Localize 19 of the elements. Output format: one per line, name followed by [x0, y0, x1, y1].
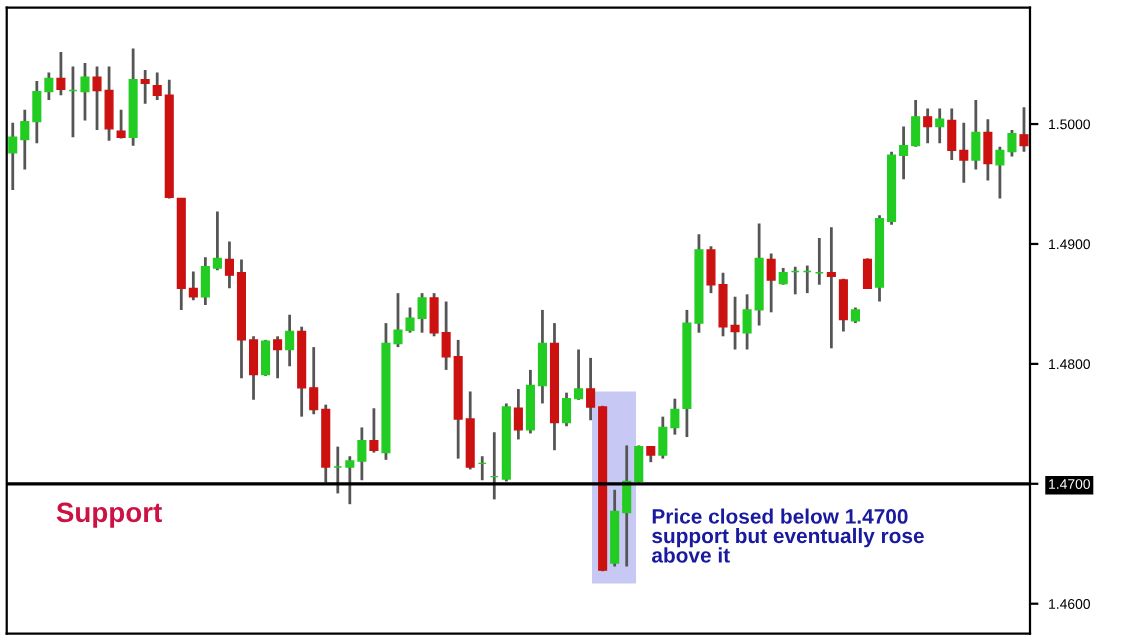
candlestick [285, 313, 295, 368]
candlestick [261, 338, 271, 378]
candlestick [513, 387, 523, 441]
candlestick [862, 256, 873, 290]
candlestick [56, 50, 66, 97]
candlestick [369, 406, 379, 455]
candlestick [766, 252, 776, 314]
candlestick [1019, 105, 1029, 154]
candlestick [826, 225, 836, 350]
candlestick [971, 98, 981, 172]
candlestick [983, 117, 993, 182]
candlestick [116, 108, 126, 140]
candlestick [273, 334, 283, 380]
ref-line-label: Support [56, 502, 162, 528]
candlestick [923, 107, 933, 145]
annotation: Price closed below 1.4700 support but eventually rose above it [652, 508, 924, 563]
candlestick [140, 68, 150, 106]
candlestick [935, 107, 945, 145]
candlestick [838, 277, 848, 333]
